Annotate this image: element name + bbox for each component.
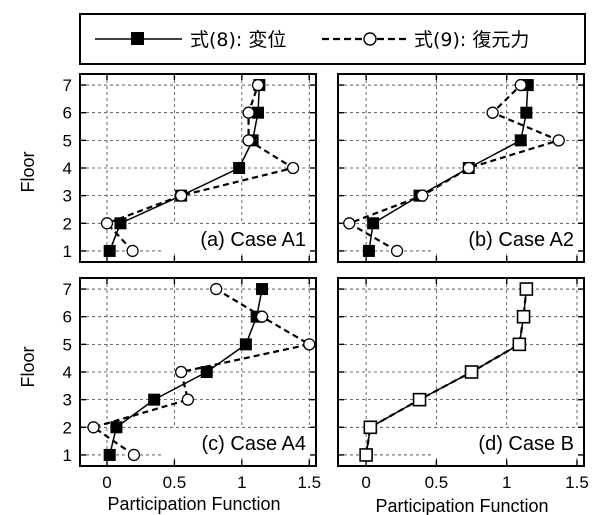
point-displacement xyxy=(514,134,527,147)
xlabel-right: Participation Function xyxy=(375,496,548,515)
x-tick-label: 1.5 xyxy=(565,473,589,492)
point-displacement xyxy=(519,282,534,296)
point-displacement xyxy=(520,106,533,119)
point-restoring-force xyxy=(286,161,300,175)
panel-title-background xyxy=(164,224,310,254)
point-restoring-force xyxy=(486,106,499,119)
legend-label-0: 式(8): 変位 xyxy=(190,29,286,51)
point-restoring-force xyxy=(343,217,356,230)
point-displacement xyxy=(103,448,116,461)
point-displacement xyxy=(412,392,427,407)
point-restoring-force xyxy=(462,161,475,175)
point-restoring-force xyxy=(303,338,316,351)
panel-title: (d) Case B xyxy=(432,428,578,458)
x-tick-label: 0 xyxy=(102,473,111,492)
point-restoring-force xyxy=(181,393,195,406)
x-tick-label: 0.5 xyxy=(163,473,187,492)
panel-title-background xyxy=(432,224,578,254)
x-tick-label: 0.5 xyxy=(425,473,449,492)
point-restoring-force xyxy=(416,189,429,202)
point-restoring-force xyxy=(174,365,188,379)
point-displacement xyxy=(464,365,479,379)
y-tick-label: 1 xyxy=(63,446,72,465)
y-tick-label: 2 xyxy=(63,418,72,437)
point-displacement xyxy=(256,283,269,296)
point-restoring-force xyxy=(87,421,100,434)
point-restoring-force xyxy=(127,448,141,462)
panel-case-a4: 0 0.5 1 1.5 1 2 3 4 5 6 7 (c) Case A4 xyxy=(63,277,321,492)
point-displacement xyxy=(103,244,116,257)
point-restoring-force xyxy=(126,244,139,258)
point-displacement xyxy=(239,338,252,351)
panel-title-text: (a) Case A1 xyxy=(200,229,306,251)
point-displacement xyxy=(110,421,123,434)
panel-case-b: 0 0.5 1 1.5 (d) Case B xyxy=(337,277,589,492)
point-restoring-force xyxy=(390,244,404,258)
y-tick-label: 2 xyxy=(63,214,72,233)
legend-marker-square xyxy=(131,32,144,45)
point-displacement xyxy=(512,337,527,352)
point-displacement xyxy=(148,393,161,406)
y-tick-label: 1 xyxy=(63,242,72,261)
y-tick-label: 6 xyxy=(63,308,72,327)
x-tick-label: 0 xyxy=(361,473,370,492)
panel-title: (b) Case A2 xyxy=(432,224,578,254)
point-restoring-force xyxy=(174,189,188,202)
panel-title-text: (d) Case B xyxy=(478,433,574,455)
legend-marker-circle xyxy=(363,32,377,46)
xlabel-left: Participation Function xyxy=(107,494,280,514)
panel-title-background xyxy=(164,428,310,458)
point-displacement xyxy=(114,217,127,230)
y-tick-label: 4 xyxy=(63,159,72,178)
x-tick-label: 1 xyxy=(237,473,246,492)
point-displacement xyxy=(363,420,378,435)
point-displacement xyxy=(516,309,531,324)
point-restoring-force xyxy=(514,78,527,92)
x-tick-label: 1 xyxy=(502,473,511,492)
y-tick-label: 7 xyxy=(63,76,72,95)
y-tick-label: 3 xyxy=(63,187,72,206)
point-displacement xyxy=(367,217,380,230)
legend: 式(8): 変位 式(9): 復元力 xyxy=(79,13,586,65)
ylabel-bottom: Floor xyxy=(18,346,38,387)
point-restoring-force xyxy=(100,217,114,230)
point-restoring-force xyxy=(242,106,255,119)
panel-title-text: (c) Case A4 xyxy=(202,433,306,455)
y-tick-label: 3 xyxy=(63,391,72,410)
ylabel-top: Floor xyxy=(18,151,38,192)
legend-label-1: 式(9): 復元力 xyxy=(414,29,529,51)
y-tick-label: 5 xyxy=(63,335,72,354)
panel-frame xyxy=(79,73,317,263)
point-restoring-force xyxy=(552,134,565,147)
point-restoring-force xyxy=(210,282,223,296)
panel-case-a2: (b) Case A2 xyxy=(337,73,585,263)
point-displacement xyxy=(359,448,373,462)
panel-frame xyxy=(337,73,585,263)
y-tick-label: 7 xyxy=(63,280,72,299)
y-tick-label: 5 xyxy=(63,131,72,150)
panel-title: (a) Case A1 xyxy=(164,224,310,254)
point-displacement xyxy=(233,162,246,174)
point-displacement xyxy=(252,106,265,119)
panel-case-a1: 1 2 3 4 5 6 7 (a) Case A1 xyxy=(63,73,317,263)
panel-title-text: (b) Case A2 xyxy=(468,229,574,251)
point-restoring-force xyxy=(255,310,269,323)
x-tick-label: 1.5 xyxy=(297,473,321,492)
panel-frame xyxy=(79,277,317,467)
point-restoring-force xyxy=(251,78,265,92)
point-displacement xyxy=(200,366,213,378)
panel-title-background xyxy=(432,428,578,458)
panel-title: (c) Case A4 xyxy=(164,428,310,458)
point-restoring-force xyxy=(242,134,255,147)
panel-frame xyxy=(337,277,585,467)
y-tick-label: 6 xyxy=(63,104,72,123)
point-displacement xyxy=(362,244,375,257)
y-tick-label: 4 xyxy=(63,363,72,382)
